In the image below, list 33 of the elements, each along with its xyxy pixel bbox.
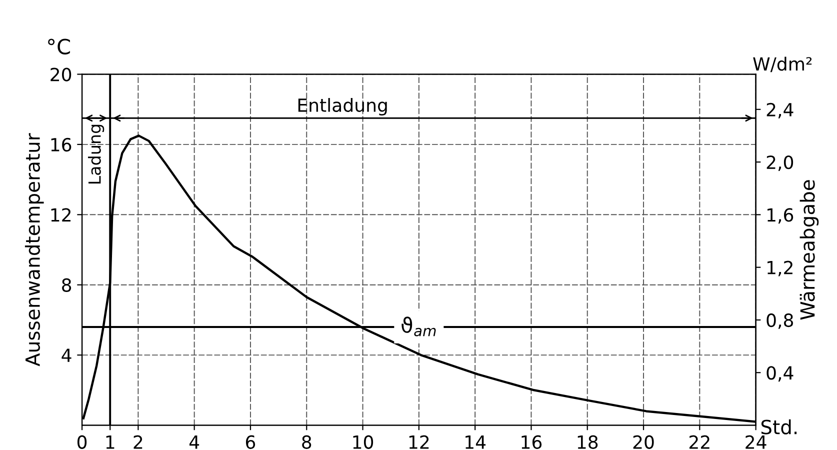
ref-line-label: ϑ$_{am}$: [402, 316, 436, 336]
x-tick-label: 14: [466, 436, 486, 449]
x-tick-label: 16: [522, 435, 542, 449]
y-tick-label: 20: [50, 68, 72, 82]
x-tick-label: 4: [189, 436, 200, 449]
y2-tick-label: 1,2: [768, 260, 792, 276]
x-tick-label: 0: [77, 435, 87, 449]
annotation: Ladung: [88, 124, 104, 184]
y2-tick-label: 0,8: [766, 313, 794, 329]
y2-tick-label: 2,0: [766, 155, 794, 171]
y2-tick-label: 0,4: [766, 366, 794, 382]
y-axis-title: Aussenwandtemperatur: [24, 133, 44, 366]
x-tick-label: 2: [134, 435, 142, 449]
ref-line-label: Entladung: [298, 98, 387, 116]
x-tick-label: 10: [353, 435, 374, 449]
y2-axis-title: Wärmeabgabe: [800, 180, 819, 320]
y-tick-label: 8: [62, 278, 72, 292]
x-tick-label: 1: [106, 436, 114, 449]
y2-tick-label: 1,6: [768, 208, 794, 224]
x-tick-label: 6: [246, 435, 256, 449]
x-axis-title: Std.: [761, 419, 797, 434]
text: W/dm²: [753, 56, 812, 72]
x-tick-label: 12: [409, 435, 429, 449]
x-tick-label: 18: [578, 435, 598, 449]
text: °C: [48, 38, 70, 54]
y-tick-label: 12: [51, 208, 70, 222]
x-tick-label: 24: [746, 435, 766, 449]
x-tick-label: 8: [302, 435, 312, 449]
y-tick-label: 4: [62, 348, 72, 362]
y2-tick-label: 2,4: [766, 102, 794, 118]
x-tick-label: 22: [690, 435, 710, 449]
y-tick-label: 16: [51, 138, 72, 152]
x-tick-label: 20: [633, 435, 654, 449]
